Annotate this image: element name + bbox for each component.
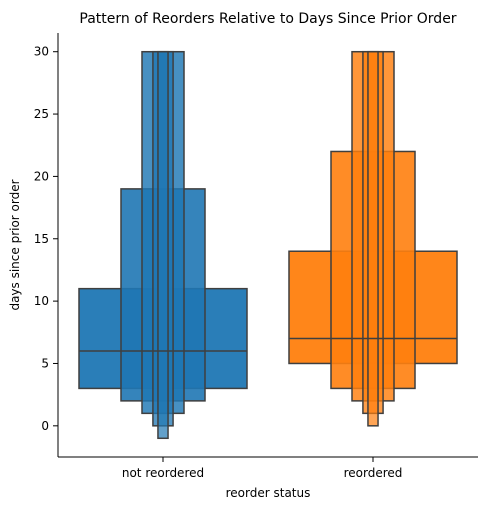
- x-tick-label: not reordered: [122, 466, 204, 480]
- boxen-group: [288, 50, 458, 427]
- boxen-group: [78, 50, 248, 440]
- boxen-level: [157, 50, 169, 440]
- y-axis-label: days since prior order: [8, 179, 22, 310]
- y-tick-label: 5: [41, 356, 49, 370]
- y-tick-label: 15: [34, 232, 49, 246]
- y-tick-label: 30: [34, 45, 49, 59]
- plot-area: [78, 50, 458, 440]
- y-tick-label: 25: [34, 107, 49, 121]
- y-axis: 0 5 10 15 20 25 30 days since prior order: [8, 33, 59, 457]
- x-axis-label: reorder status: [226, 486, 311, 500]
- x-tick-label: reordered: [344, 466, 403, 480]
- boxen-level: [367, 50, 379, 427]
- y-ticks: 0 5 10 15 20 25 30: [34, 45, 58, 433]
- chart-title: Pattern of Reorders Relative to Days Sin…: [79, 11, 456, 27]
- x-ticks: not reordered reordered: [122, 457, 403, 480]
- y-tick-label: 20: [34, 169, 49, 183]
- x-axis: not reordered reordered reorder status: [58, 456, 478, 500]
- y-tick-label: 0: [41, 419, 49, 433]
- y-tick-label: 10: [34, 294, 49, 308]
